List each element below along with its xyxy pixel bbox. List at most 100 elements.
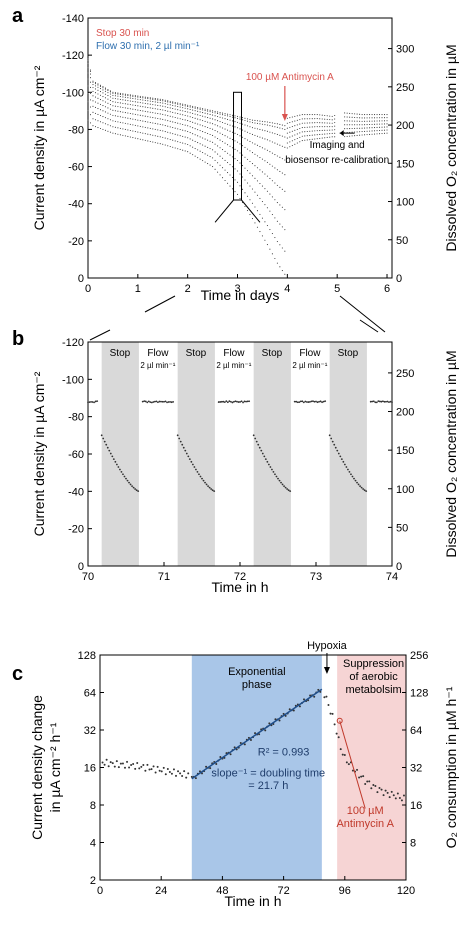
panel-a-point bbox=[95, 126, 96, 127]
panel-a-point bbox=[190, 105, 191, 106]
panel-c-point bbox=[376, 791, 378, 793]
panel-a-point bbox=[167, 115, 168, 116]
panel-a-point bbox=[386, 123, 387, 124]
panel-a-point bbox=[142, 133, 143, 134]
panel-a-point bbox=[272, 141, 273, 142]
panel-b-point bbox=[101, 434, 103, 436]
panel-a-point bbox=[157, 102, 158, 103]
panel-a-point bbox=[192, 122, 193, 123]
panel-b-point bbox=[178, 438, 180, 440]
panel-a-point bbox=[147, 134, 148, 135]
panel-a-point bbox=[314, 122, 315, 123]
panel-a-point bbox=[284, 229, 285, 230]
panel-c-point bbox=[146, 764, 148, 766]
panel-a-point bbox=[224, 115, 225, 116]
panel-b-point bbox=[342, 461, 344, 463]
panel-a-point bbox=[289, 146, 290, 147]
panel-a-point bbox=[152, 108, 153, 109]
panel-a-point bbox=[237, 122, 238, 123]
panel-c-point bbox=[344, 754, 346, 756]
panel-a-point bbox=[232, 177, 233, 178]
panel-b-point bbox=[172, 401, 174, 403]
panel-a-point bbox=[147, 97, 148, 98]
panel-a-point bbox=[207, 140, 208, 141]
panel-a-point bbox=[175, 117, 176, 118]
panel-c-exp-label-2: phase bbox=[242, 679, 272, 691]
panel-a-point bbox=[287, 133, 288, 134]
panel-c-point bbox=[401, 799, 403, 801]
panel-a-point bbox=[362, 121, 363, 122]
panel-c-ytick-label: 4 bbox=[90, 838, 96, 850]
panel-a-point bbox=[87, 93, 88, 94]
panel-a-point bbox=[267, 131, 268, 132]
panel-a-point bbox=[242, 189, 243, 190]
panel-a-point bbox=[222, 127, 223, 128]
panel-a-point bbox=[249, 150, 250, 151]
panel-a-point bbox=[167, 120, 168, 121]
panel-a-point bbox=[364, 128, 365, 129]
panel-b-point bbox=[311, 400, 313, 402]
panel-c-xtick-label: 0 bbox=[97, 885, 103, 897]
panel-a-point bbox=[297, 120, 298, 121]
panel-a-point bbox=[359, 121, 360, 122]
panel-a-point bbox=[334, 115, 335, 116]
panel-c-point bbox=[171, 773, 173, 775]
panel-a-point bbox=[157, 109, 158, 110]
panel-b-point bbox=[95, 401, 97, 403]
panel-b-point bbox=[227, 401, 229, 403]
panel-a-point bbox=[264, 188, 265, 189]
panel-a-point bbox=[386, 133, 387, 134]
panel-b-stop-band bbox=[254, 342, 291, 566]
panel-a-point bbox=[122, 135, 123, 136]
panel-a-point bbox=[324, 122, 325, 123]
panel-a-point bbox=[115, 121, 116, 122]
panel-b-point bbox=[146, 402, 148, 404]
panel-a-point bbox=[234, 140, 235, 141]
panel-a-point bbox=[364, 121, 365, 122]
panel-a-point bbox=[200, 115, 201, 116]
panel-a-point bbox=[125, 107, 126, 108]
panel-a-point bbox=[107, 103, 108, 104]
panel-b-stop-band bbox=[330, 342, 367, 566]
panel-a-point bbox=[172, 103, 173, 104]
panel-a-point bbox=[344, 136, 345, 137]
panel-a-point bbox=[125, 103, 126, 104]
panel-a-point bbox=[90, 114, 91, 115]
panel-a-point bbox=[381, 120, 382, 121]
panel-a-point bbox=[132, 130, 133, 131]
panel-a-point bbox=[357, 121, 358, 122]
panel-a-point bbox=[304, 140, 305, 141]
panel-a-point bbox=[150, 134, 151, 135]
panel-a-imaging-arrowhead bbox=[340, 130, 344, 136]
panel-a-point bbox=[127, 108, 128, 109]
panel-a-point bbox=[229, 114, 230, 115]
panel-a-point bbox=[242, 145, 243, 146]
panel-c-point bbox=[340, 748, 342, 750]
panel-c-point bbox=[114, 766, 116, 768]
panel-a-point bbox=[150, 97, 151, 98]
panel-a-point bbox=[369, 127, 370, 128]
panel-a-point bbox=[284, 274, 285, 275]
panel-a-point bbox=[162, 109, 163, 110]
panel-a-point bbox=[332, 133, 333, 134]
panel-b-point bbox=[338, 453, 340, 455]
panel-a-point bbox=[130, 100, 131, 101]
panel-a-point bbox=[247, 125, 248, 126]
panel-a-point bbox=[237, 182, 238, 183]
panel-b-point bbox=[145, 401, 147, 403]
panel-a-point bbox=[322, 130, 323, 131]
panel-b-point bbox=[171, 401, 173, 403]
panel-c-point bbox=[346, 761, 348, 763]
panel-a-point bbox=[242, 176, 243, 177]
panel-a-point bbox=[187, 120, 188, 121]
panel-c-point bbox=[364, 783, 366, 785]
panel-a-point bbox=[384, 120, 385, 121]
panel-a-point bbox=[115, 92, 116, 93]
panel-a-point bbox=[155, 108, 156, 109]
panel-a-point bbox=[155, 101, 156, 102]
panel-b-point bbox=[165, 400, 167, 402]
panel-c-point bbox=[167, 768, 169, 770]
panel-a-point bbox=[122, 93, 123, 94]
panel-c-supp-label-3: metabolsim bbox=[345, 684, 401, 696]
panel-c-point bbox=[313, 696, 315, 698]
